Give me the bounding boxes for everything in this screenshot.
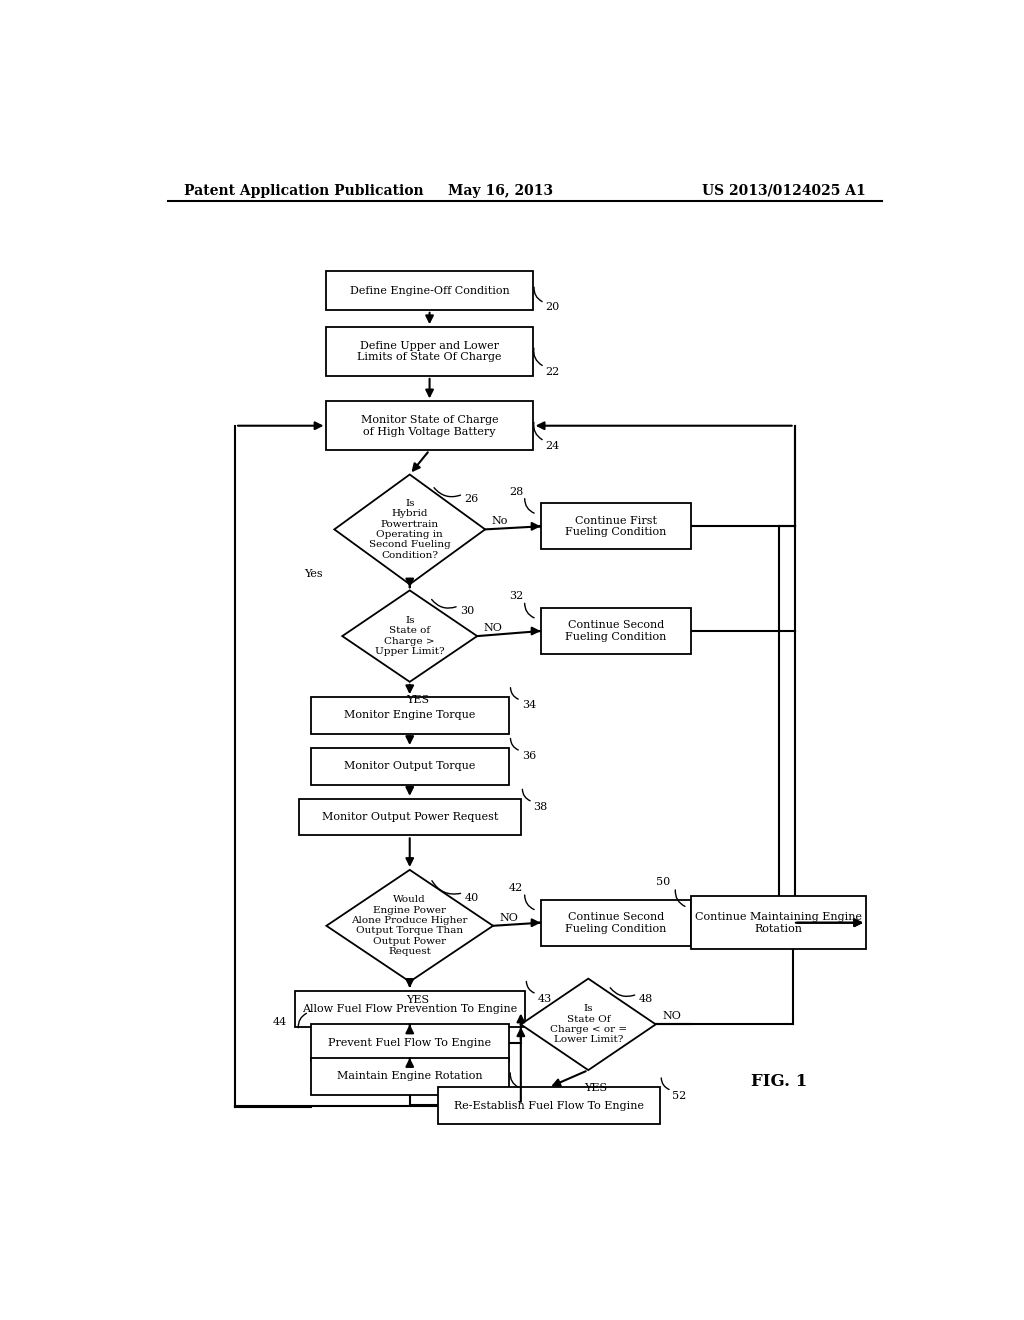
Text: Is
Hybrid
Powertrain
Operating in
Second Fueling
Condition?: Is Hybrid Powertrain Operating in Second… xyxy=(369,499,451,560)
Text: NO: NO xyxy=(663,1011,681,1022)
FancyBboxPatch shape xyxy=(310,1024,509,1061)
Text: Is
State Of
Charge < or =
Lower Limit?: Is State Of Charge < or = Lower Limit? xyxy=(550,1005,627,1044)
Text: Monitor Output Torque: Monitor Output Torque xyxy=(344,762,475,771)
Text: 26: 26 xyxy=(465,494,479,504)
Text: Define Engine-Off Condition: Define Engine-Off Condition xyxy=(349,285,510,296)
Text: Maintain Engine Rotation: Maintain Engine Rotation xyxy=(337,1072,482,1081)
Text: Monitor Engine Torque: Monitor Engine Torque xyxy=(344,710,475,721)
Text: YES: YES xyxy=(585,1084,607,1093)
Text: 46: 46 xyxy=(521,1088,536,1097)
Text: 30: 30 xyxy=(461,606,474,616)
Text: Monitor State of Charge
of High Voltage Battery: Monitor State of Charge of High Voltage … xyxy=(360,414,499,437)
FancyBboxPatch shape xyxy=(437,1088,659,1125)
Text: Is
State of
Charge >
Upper Limit?: Is State of Charge > Upper Limit? xyxy=(375,616,444,656)
Text: 42: 42 xyxy=(509,883,523,894)
Text: Prevent Fuel Flow To Engine: Prevent Fuel Flow To Engine xyxy=(328,1038,492,1048)
FancyBboxPatch shape xyxy=(310,1057,509,1094)
FancyBboxPatch shape xyxy=(691,896,866,949)
Text: NO: NO xyxy=(500,912,518,923)
Text: Define Upper and Lower
Limits of State Of Charge: Define Upper and Lower Limits of State O… xyxy=(357,341,502,362)
Text: Allow Fuel Flow Prevention To Engine: Allow Fuel Flow Prevention To Engine xyxy=(302,1005,517,1014)
Text: 28: 28 xyxy=(509,487,523,496)
Text: 24: 24 xyxy=(546,441,560,451)
FancyBboxPatch shape xyxy=(310,697,509,734)
Text: YES: YES xyxy=(406,995,429,1005)
Text: No: No xyxy=(492,516,508,527)
Text: 36: 36 xyxy=(521,751,536,762)
Text: NO: NO xyxy=(483,623,503,634)
Text: Continue Second
Fueling Condition: Continue Second Fueling Condition xyxy=(565,912,667,933)
Text: Re-Establish Fuel Flow To Engine: Re-Establish Fuel Flow To Engine xyxy=(454,1101,644,1110)
Text: 22: 22 xyxy=(546,367,560,376)
Text: Continue Maintaining Engine
Rotation: Continue Maintaining Engine Rotation xyxy=(695,912,862,933)
FancyBboxPatch shape xyxy=(541,503,691,549)
Text: 38: 38 xyxy=(534,801,548,812)
Polygon shape xyxy=(342,590,477,682)
Text: Continue Second
Fueling Condition: Continue Second Fueling Condition xyxy=(565,620,667,642)
FancyBboxPatch shape xyxy=(327,327,532,376)
FancyBboxPatch shape xyxy=(299,799,521,836)
Text: FIG. 1: FIG. 1 xyxy=(751,1073,807,1090)
Text: Would
Engine Power
Alone Produce Higher
Output Torque Than
Output Power
Request: Would Engine Power Alone Produce Higher … xyxy=(351,895,468,956)
Text: 32: 32 xyxy=(509,591,523,602)
Text: Patent Application Publication: Patent Application Publication xyxy=(183,183,423,198)
Text: Yes: Yes xyxy=(304,569,323,579)
FancyBboxPatch shape xyxy=(541,900,691,945)
Text: Continue First
Fueling Condition: Continue First Fueling Condition xyxy=(565,516,667,537)
Polygon shape xyxy=(334,474,485,585)
Text: YES: YES xyxy=(406,696,429,705)
FancyBboxPatch shape xyxy=(310,748,509,784)
Text: 52: 52 xyxy=(673,1090,687,1101)
FancyBboxPatch shape xyxy=(327,401,532,450)
Text: 43: 43 xyxy=(538,994,552,1005)
Text: 48: 48 xyxy=(639,994,653,1005)
FancyBboxPatch shape xyxy=(327,271,532,310)
Text: 34: 34 xyxy=(521,700,536,710)
Text: May 16, 2013: May 16, 2013 xyxy=(449,183,554,198)
Text: 50: 50 xyxy=(655,876,670,887)
Text: 44: 44 xyxy=(272,1018,287,1027)
Text: 20: 20 xyxy=(546,302,560,312)
Polygon shape xyxy=(327,870,494,982)
Polygon shape xyxy=(521,978,655,1071)
Text: 40: 40 xyxy=(465,892,479,903)
Text: Monitor Output Power Request: Monitor Output Power Request xyxy=(322,812,498,822)
FancyBboxPatch shape xyxy=(295,991,524,1027)
Text: US 2013/0124025 A1: US 2013/0124025 A1 xyxy=(702,183,866,198)
FancyBboxPatch shape xyxy=(541,609,691,653)
